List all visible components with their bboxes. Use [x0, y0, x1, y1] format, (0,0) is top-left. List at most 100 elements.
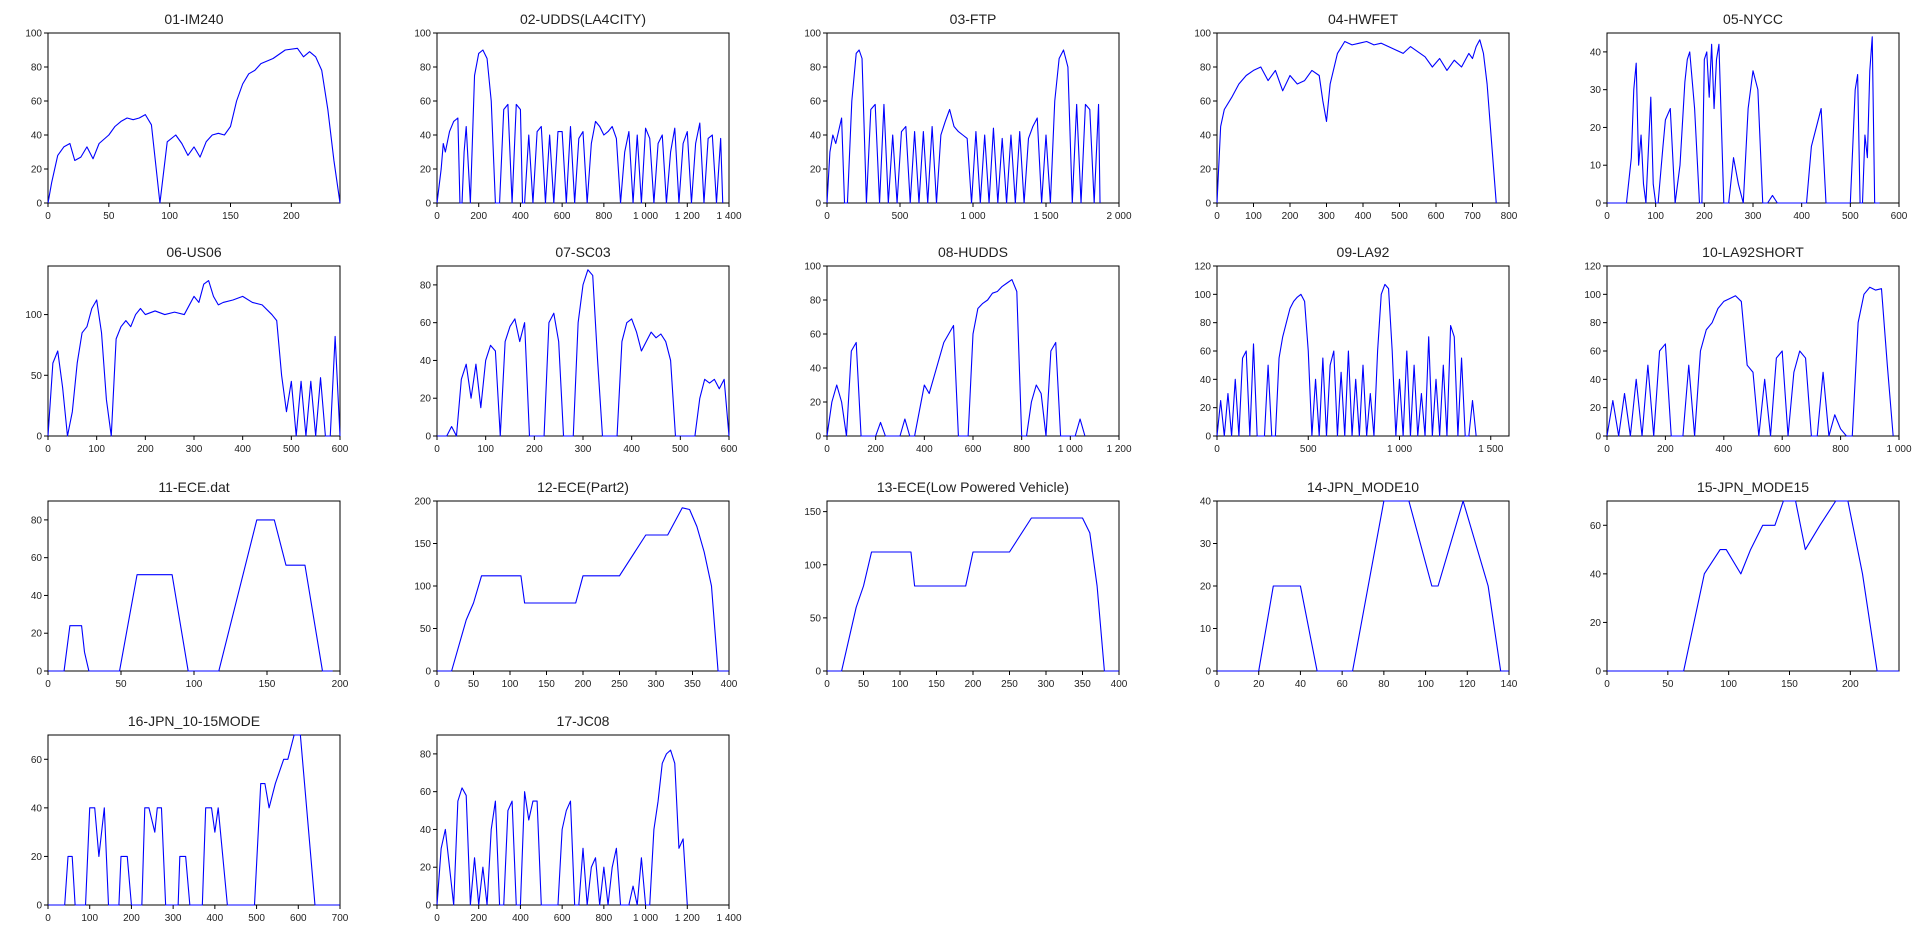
x-tick-label: 50	[103, 211, 115, 222]
x-tick-label: 1 000	[1387, 444, 1412, 455]
x-tick-label: 350	[684, 679, 701, 690]
axes-frame	[436, 32, 730, 204]
x-tick-label: 20	[1253, 679, 1265, 690]
x-tick-label: 100	[1647, 211, 1664, 222]
y-tick-label: 0	[815, 667, 821, 678]
subplot-title: 01-IM240	[164, 11, 223, 27]
x-tick-label: 60	[1337, 679, 1349, 690]
y-tick-label: 120	[1584, 262, 1601, 273]
subplot-svg: 07-SC03 0 100 200 300 400 500 600 0 20 40 60 80	[420, 244, 738, 455]
subplot-2: 02-UDDS(LA4CITY) 0 200 400 600 800 1 000 1 200 1…	[397, 9, 749, 229]
x-tick-label: 500	[1391, 211, 1408, 222]
y-tick-label: 40	[1200, 131, 1212, 142]
x-tick-label: 200	[1842, 679, 1859, 690]
x-tick-label: 400	[512, 913, 529, 924]
x-tick-label: 0	[1604, 211, 1610, 222]
axes-frame	[47, 500, 341, 672]
x-tick-label: 100	[477, 444, 494, 455]
x-tick-label: 150	[928, 679, 945, 690]
x-tick-label: 100	[1720, 679, 1737, 690]
axes-frame	[436, 265, 730, 437]
subplot-svg: 14-JPN_MODE10 0 20 40 60 80 100 120 140 0 10 20 30 40	[1200, 479, 1518, 690]
subplot-svg: 09-LA92 0 500 1 000 1 500 0 20 40 60 80 100 120	[1194, 244, 1510, 455]
x-tick-label: 50	[468, 679, 480, 690]
y-tick-label: 60	[420, 787, 432, 798]
x-tick-label: 0	[45, 913, 51, 924]
y-tick-label: 40	[31, 803, 43, 814]
x-tick-label: 1 200	[1106, 444, 1131, 455]
x-tick-label: 300	[165, 913, 182, 924]
subplot-title: 10-LA92SHORT	[1702, 244, 1804, 260]
y-tick-label: 80	[31, 63, 43, 74]
x-tick-label: 1 000	[633, 211, 658, 222]
x-tick-label: 200	[575, 679, 592, 690]
y-tick-label: 40	[810, 131, 822, 142]
subplot-title: 02-UDDS(LA4CITY)	[520, 11, 646, 27]
y-tick-label: 40	[31, 131, 43, 142]
series-line	[826, 279, 1086, 437]
axes-frame	[826, 500, 1120, 672]
x-tick-label: 0	[434, 913, 440, 924]
series-line	[48, 734, 340, 906]
series-line	[437, 507, 729, 672]
y-tick-label: 20	[1590, 123, 1602, 134]
x-tick-label: 600	[721, 444, 738, 455]
x-tick-label: 100	[892, 679, 909, 690]
y-tick-label: 60	[31, 553, 43, 564]
y-tick-label: 100	[804, 560, 821, 571]
x-tick-label: 0	[45, 679, 51, 690]
x-tick-label: 800	[596, 913, 613, 924]
x-tick-label: 600	[1774, 444, 1791, 455]
x-tick-label: 80	[1378, 679, 1390, 690]
y-tick-label: 0	[1595, 199, 1601, 210]
x-tick-label: 200	[1282, 211, 1299, 222]
y-tick-label: 100	[414, 582, 431, 593]
y-tick-label: 100	[414, 29, 431, 40]
y-tick-label: 100	[25, 310, 42, 321]
subplot-title: 12-ECE(Part2)	[537, 479, 629, 495]
subplot-svg: 04-HWFET 0 100 200 300 400 500 600 700 800 0 20 40 60…	[1194, 11, 1517, 222]
subplot-svg: 02-UDDS(LA4CITY)0 200 400 600 800 1 000 1 200 1…	[414, 11, 742, 222]
y-tick-label: 200	[414, 497, 431, 508]
series-line	[1606, 286, 1894, 437]
x-tick-label: 150	[1781, 679, 1798, 690]
x-tick-label: 0	[824, 211, 830, 222]
x-tick-label: 200	[283, 211, 300, 222]
axes-frame	[436, 734, 730, 906]
y-tick-label: 0	[36, 667, 42, 678]
axes-frame	[436, 500, 730, 672]
y-tick-label: 0	[425, 901, 431, 912]
x-tick-label: 1 500	[1478, 444, 1503, 455]
x-tick-label: 2 000	[1106, 211, 1131, 222]
x-tick-label: 1 400	[716, 211, 741, 222]
x-tick-label: 1 000	[1058, 444, 1083, 455]
series-line	[1216, 39, 1497, 204]
x-tick-label: 200	[470, 913, 487, 924]
x-tick-label: 500	[248, 913, 265, 924]
y-tick-label: 0	[425, 432, 431, 443]
subplot-svg: 08-HUDDS 0 200 400 600 800 1 000 1 200 0 20 40 60 80…	[804, 244, 1132, 455]
subplot-svg: 15-JPN_MODE15 0 50 100 150 200 0 20 40 60	[1590, 479, 1900, 690]
y-tick-label: 20	[1200, 165, 1212, 176]
axes-frame	[1606, 265, 1900, 437]
subplot-svg: 06-US06 0 100 200 300 400 500 600 0 50 100	[25, 244, 348, 455]
y-tick-label: 150	[414, 539, 431, 550]
y-tick-label: 60	[1200, 97, 1212, 108]
x-tick-label: 100	[1417, 679, 1434, 690]
subplot-title: 07-SC03	[555, 244, 610, 260]
y-tick-label: 50	[810, 613, 822, 624]
y-tick-label: 60	[810, 330, 822, 341]
x-tick-label: 1 000	[960, 211, 985, 222]
x-tick-label: 100	[161, 211, 178, 222]
series-line	[47, 280, 341, 437]
subplot-9: 09-LA92 0 500 1 000 1 500 0 20 40 60 80 100 120	[1177, 242, 1529, 462]
subplot-14: 14-JPN_MODE10 0 20 40 60 80 100 120 140 0 10 20 30 40	[1177, 477, 1529, 697]
y-tick-label: 30	[1200, 539, 1212, 550]
x-tick-label: 40	[1295, 679, 1307, 690]
x-tick-label: 50	[858, 679, 870, 690]
y-tick-label: 150	[804, 507, 821, 518]
y-tick-label: 20	[810, 165, 822, 176]
x-tick-label: 1 500	[1033, 211, 1058, 222]
y-tick-label: 100	[1584, 290, 1601, 301]
